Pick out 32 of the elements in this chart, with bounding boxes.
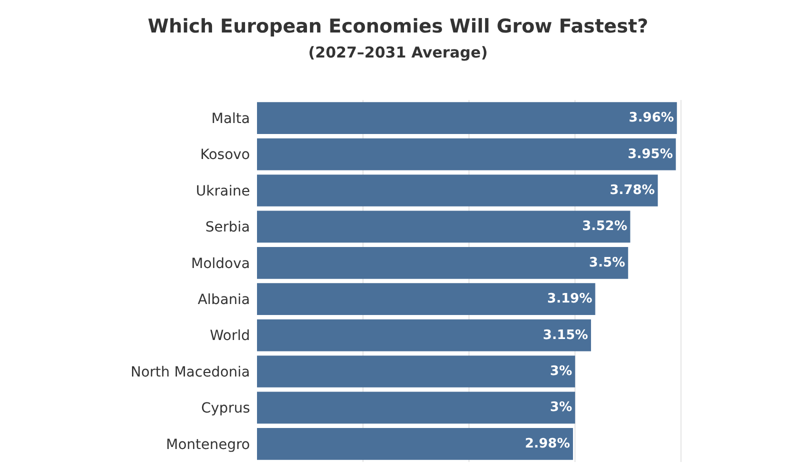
y-tick-label: Albania [198,292,250,308]
data-label: 3.15% [542,328,588,343]
data-label: 3.96% [628,110,674,126]
bar [257,210,630,243]
bar [257,428,573,460]
bar [257,319,592,352]
data-label: 3% [550,364,572,379]
chart-subtitle: (2027–2031 Average) [308,43,488,62]
data-label: 3.95% [628,146,673,162]
bar [257,392,576,424]
data-label: 3.5% [589,255,626,270]
y-tick-label: Moldova [191,256,250,272]
data-label: 3.19% [547,292,592,307]
y-tick-label: Serbia [205,220,250,236]
y-tick-label: Montenegro [166,436,250,453]
bar [257,174,658,206]
y-tick-label: World [210,328,250,344]
bar [257,138,676,170]
y-tick-label: North Macedonia [130,364,250,380]
data-label: 2.98% [524,436,570,452]
data-label: 3.78% [610,183,655,198]
bar [257,246,628,279]
y-tick-label: Cyprus [201,400,250,417]
bar [257,283,596,316]
y-tick-label: Malta [211,111,250,127]
data-label: 3% [550,400,572,416]
bar [257,356,576,388]
data-label: 3.52% [582,219,628,234]
bar [257,102,677,134]
chart-title: Which European Economies Will Grow Fastest? [148,16,648,38]
y-tick-label: Kosovo [200,147,250,164]
y-tick-label: Ukraine [196,183,250,200]
